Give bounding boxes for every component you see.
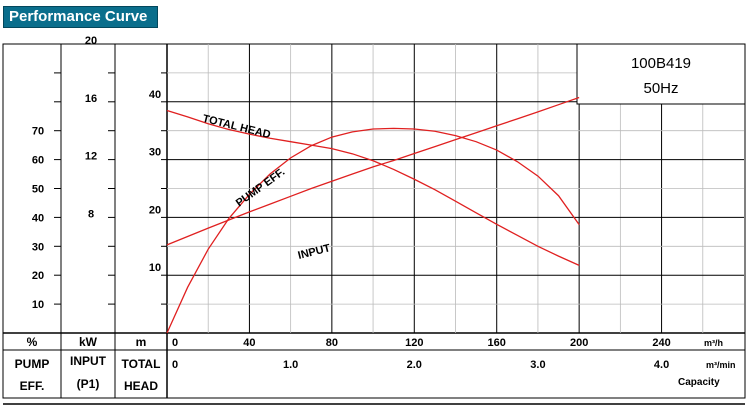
input-label-1: INPUT	[70, 354, 107, 368]
input-unit: kW	[79, 335, 98, 349]
eff-label-2: EFF.	[20, 379, 45, 393]
head-tick-10: 10	[149, 262, 161, 274]
eff-tick-10: 10	[32, 299, 44, 311]
x-tick-120: 120	[405, 337, 423, 349]
head-tick-40: 40	[149, 89, 161, 101]
label-pump-eff: PUMP EFF.	[234, 166, 287, 209]
eff-unit: %	[27, 335, 38, 349]
tick-labels: 10 20 30 40 8 12 16 20 10 20 30 40 50 60 70 0 40 80 120 160…	[32, 35, 671, 371]
x-tick-240: 240	[652, 337, 670, 349]
series-line-input	[166, 96, 580, 246]
title-bar: Performance Curve	[3, 6, 158, 28]
chart-frame	[2, 43, 746, 399]
x-tick-40: 40	[243, 337, 255, 349]
x-tick-200: 200	[570, 337, 588, 349]
x-tick-160: 160	[488, 337, 506, 349]
input-tick-8: 8	[88, 208, 94, 220]
x2-tick-1.0: 1.0	[283, 359, 298, 371]
eff-tick-40: 40	[32, 212, 44, 224]
x2-tick-0: 0	[172, 359, 178, 371]
eff-tick-70: 70	[32, 126, 44, 138]
eff-tick-20: 20	[32, 270, 44, 282]
series-line-total-head	[166, 109, 580, 266]
label-total-head: TOTAL HEAD	[201, 113, 272, 142]
label-input: INPUT	[297, 242, 332, 262]
input-tick-20: 20	[85, 35, 97, 47]
head-unit: m	[136, 335, 147, 349]
x2-tick-2.0: 2.0	[407, 359, 422, 371]
model-name: 100B419	[631, 55, 691, 72]
head-label-1: TOTAL	[122, 357, 161, 371]
grid	[54, 44, 744, 333]
chart-title: Performance Curve	[9, 8, 148, 25]
input-tick-12: 12	[85, 151, 97, 163]
model-frequency: 50Hz	[643, 80, 678, 97]
x2-tick-3.0: 3.0	[530, 359, 545, 371]
unit-flow-min: m³/min	[706, 360, 736, 370]
head-tick-20: 20	[149, 204, 161, 216]
input-tick-16: 16	[85, 93, 97, 105]
input-label-2: (P1)	[77, 377, 100, 391]
x2-tick-4.0: 4.0	[654, 359, 669, 371]
eff-tick-60: 60	[32, 155, 44, 167]
series-line-pump-eff-	[166, 127, 580, 334]
x-tick-80: 80	[326, 337, 338, 349]
capacity-label: Capacity	[678, 377, 720, 388]
head-tick-30: 30	[149, 147, 161, 159]
head-label-2: HEAD	[124, 379, 158, 393]
x-tick-0: 0	[172, 337, 178, 349]
unit-flow-hour: m³/h	[704, 338, 723, 348]
eff-tick-30: 30	[32, 241, 44, 253]
eff-label-1: PUMP	[15, 357, 50, 371]
eff-tick-50: 50	[32, 184, 44, 196]
model-box	[576, 43, 746, 105]
